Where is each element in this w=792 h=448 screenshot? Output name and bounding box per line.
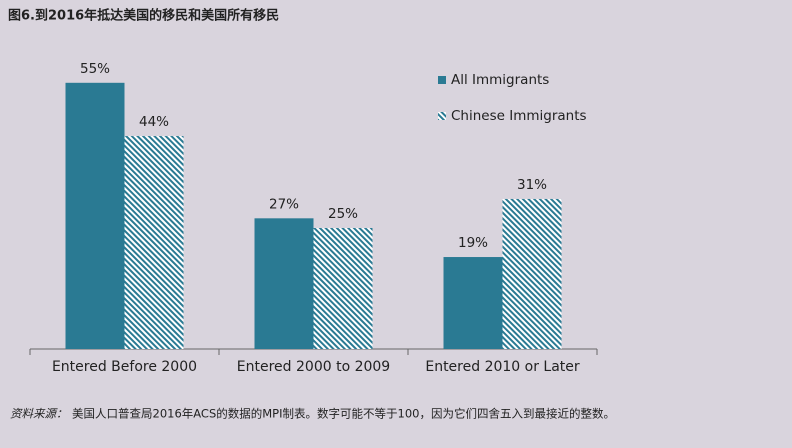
source-label: 资料来源： [10, 407, 68, 421]
legend-swatch [438, 112, 446, 120]
data-label: 31% [517, 177, 547, 193]
chart-title: 图6.到2016年抵达美国的移民和美国所有移民 [8, 8, 279, 24]
legend-label: All Immigrants [451, 72, 549, 88]
source-text: 美国人口普查局2016年ACS的数据的MPI制表。数字可能不等于100，因为它们… [72, 407, 615, 421]
bar [124, 136, 184, 349]
bar [443, 257, 503, 349]
bar [313, 228, 373, 349]
x-tick-label: Entered Before 2000 [52, 359, 197, 375]
legend-swatch [438, 76, 446, 84]
data-label: 55% [80, 61, 110, 77]
bar [502, 198, 562, 349]
x-tick-label: Entered 2010 or Later [425, 359, 580, 375]
data-label: 25% [328, 206, 358, 222]
data-label: 19% [458, 235, 488, 251]
legend-label: Chinese Immigrants [451, 108, 587, 124]
x-tick-label: Entered 2000 to 2009 [237, 359, 390, 375]
data-label: 27% [269, 196, 299, 212]
bar [65, 82, 125, 350]
bar [254, 218, 314, 349]
data-label: 44% [139, 114, 169, 130]
